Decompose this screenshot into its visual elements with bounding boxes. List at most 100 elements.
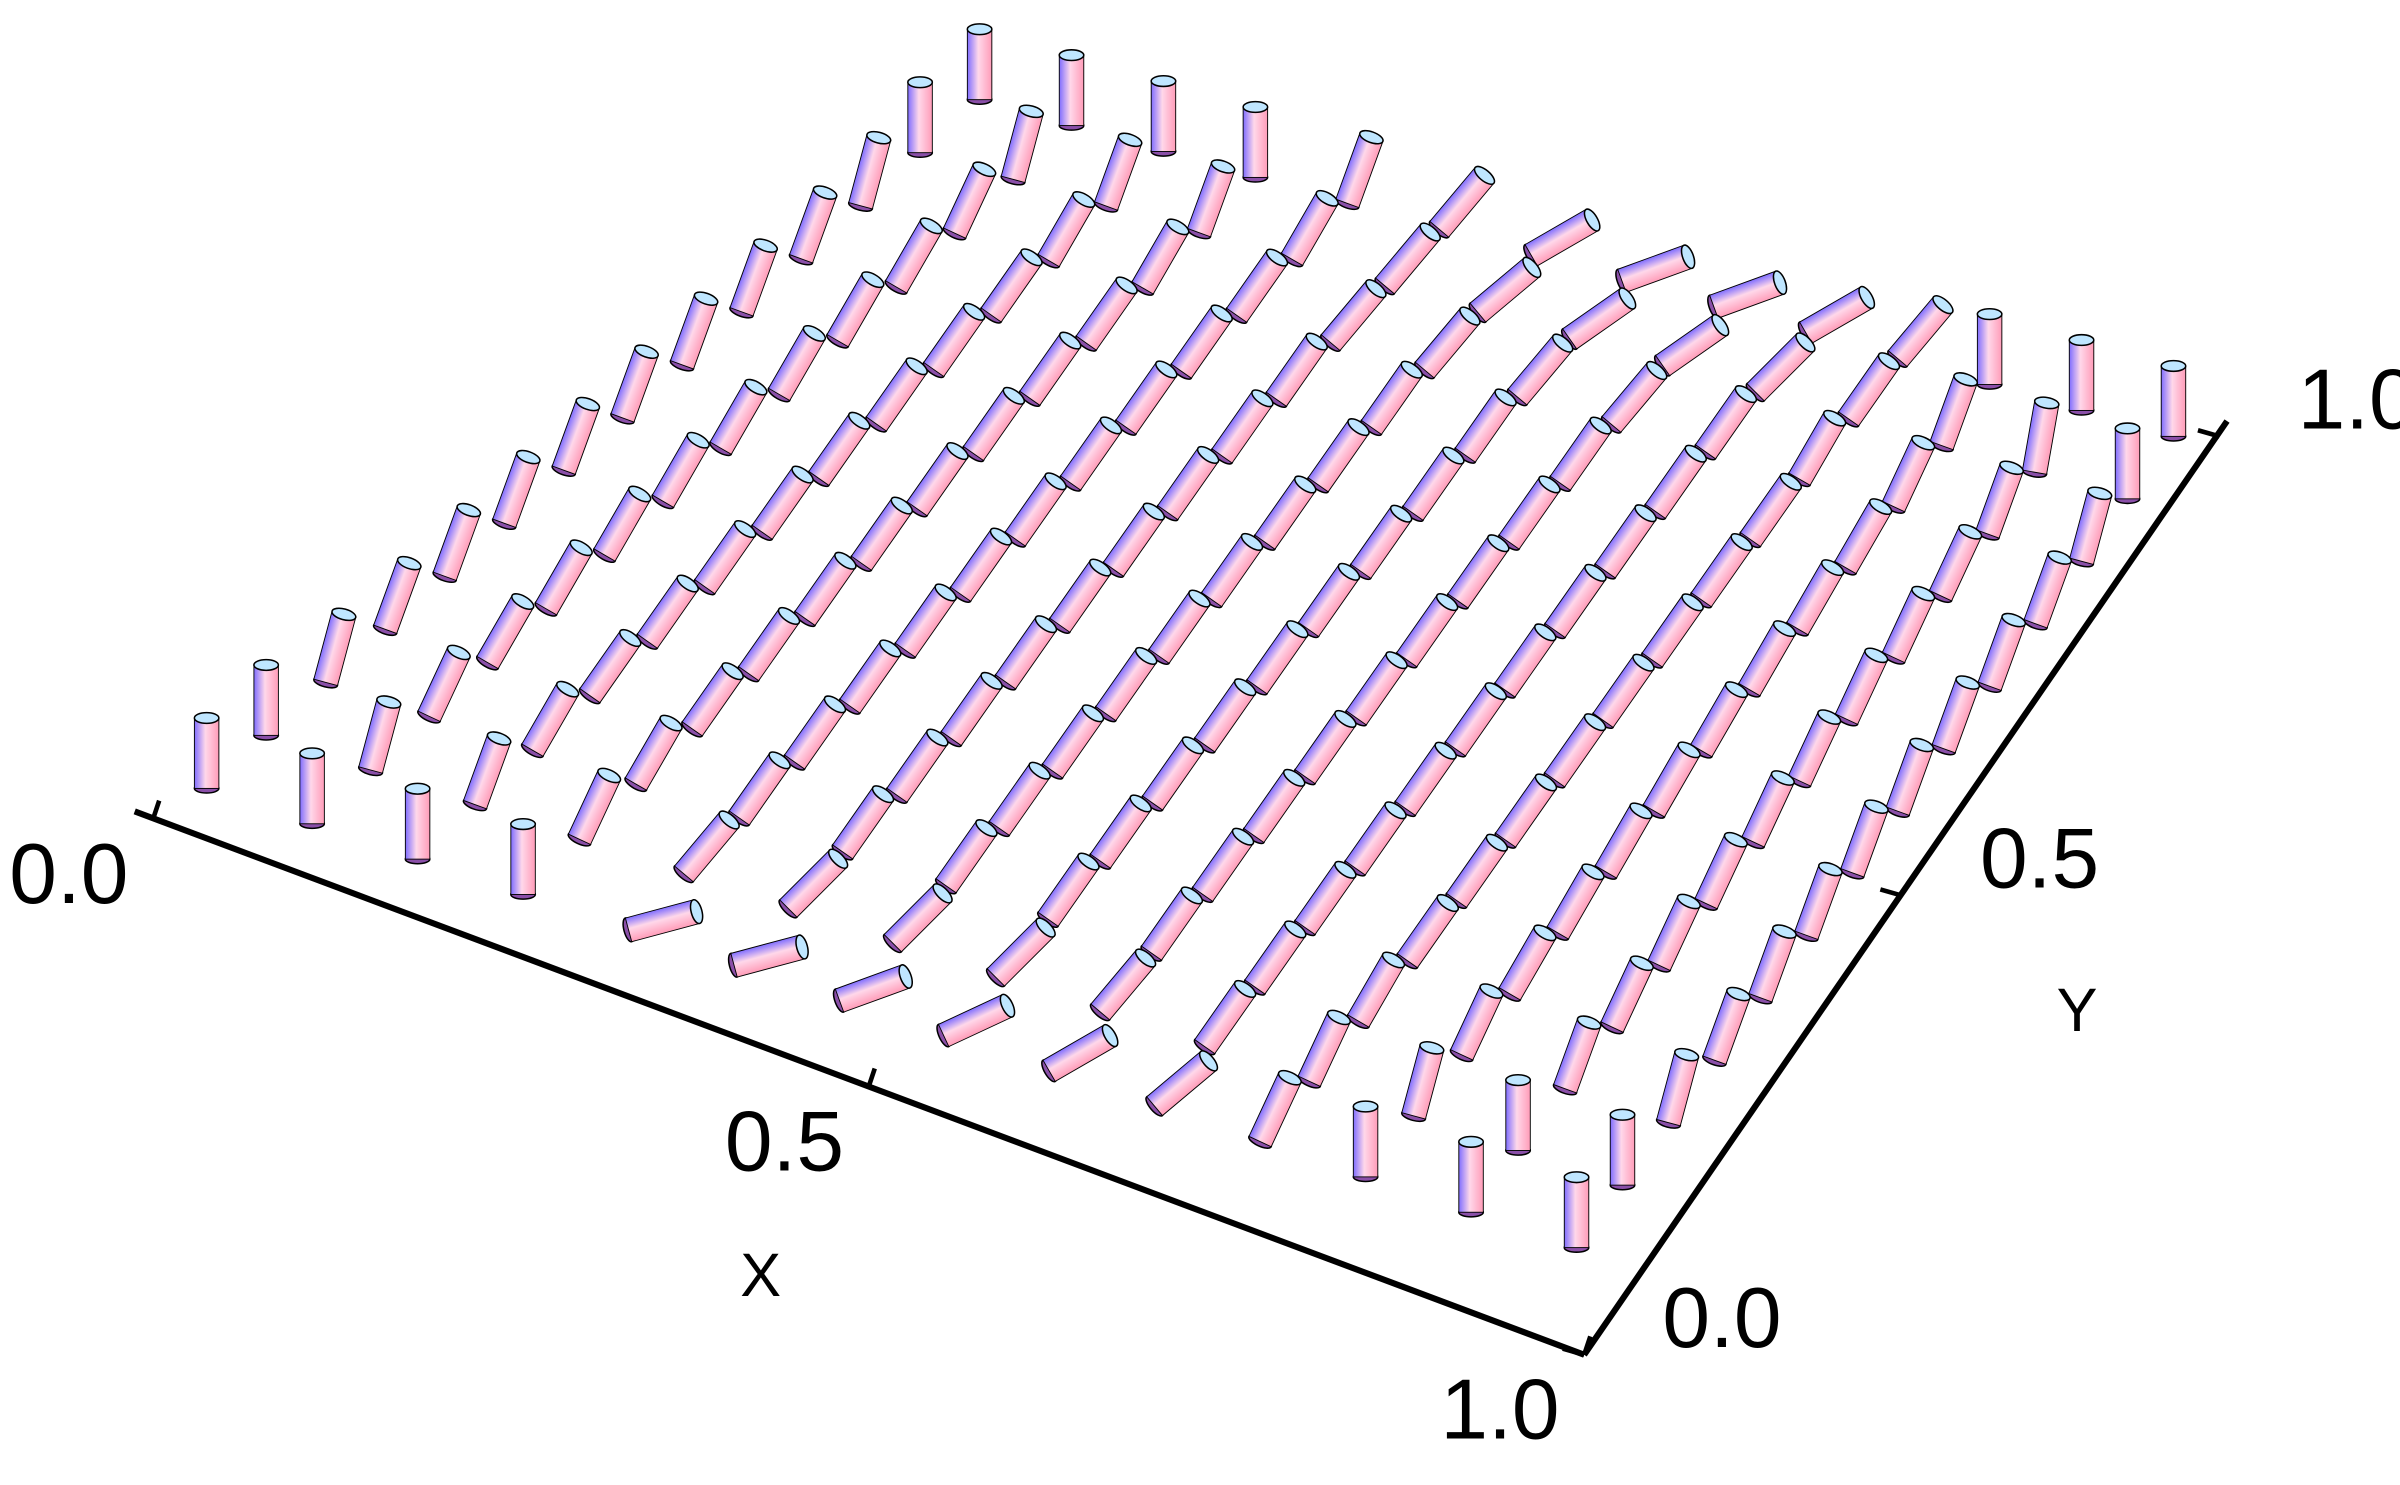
cylinder-cap [1088, 558, 1112, 577]
cylinder [1785, 559, 1845, 637]
cylinder [807, 411, 871, 488]
cylinder [1837, 352, 1901, 428]
cylinder [1655, 1047, 1700, 1129]
cylinder-cap [1505, 1073, 1532, 1087]
cylinder [1560, 287, 1637, 351]
cylinder [988, 761, 1051, 838]
cylinder [1739, 472, 1803, 549]
cylinder-cap [1018, 104, 1044, 119]
cylinder-cap [1400, 360, 1424, 379]
cylinder [922, 302, 986, 379]
cylinder-cap [1142, 502, 1166, 521]
cylinder-cap [1584, 563, 1607, 582]
cylinder [1036, 191, 1096, 269]
cylinder-cap [1583, 713, 1607, 732]
cylinder [1242, 100, 1269, 183]
cylinder [1048, 558, 1112, 634]
cylinder-cap [879, 639, 902, 658]
cylinder-cap [1101, 1023, 1119, 1048]
cylinder-cap [1129, 794, 1152, 813]
cylinder-cap [1044, 472, 1067, 491]
cylinder-cap [1684, 444, 1707, 463]
cylinder [962, 386, 1026, 463]
cylinder-body [624, 899, 701, 943]
cylinder [894, 583, 957, 659]
cylinder-body [404, 788, 431, 860]
cylinder [1297, 562, 1361, 639]
cylinder-body [1000, 107, 1044, 184]
cylinder-cap [659, 714, 683, 732]
cylinder [1594, 504, 1657, 580]
cylinder-cap [1770, 770, 1795, 786]
cylinder-cap [1723, 831, 1748, 848]
cylinder-cap [193, 711, 220, 725]
cylinder-cap [847, 411, 871, 430]
cylinder-cap [1458, 1135, 1485, 1148]
cylinder-cap [1674, 1047, 1700, 1062]
cylinder-cap [1034, 615, 1058, 634]
cylinder [1293, 860, 1357, 937]
cylinder-cap [1284, 920, 1307, 939]
cylinder-cap [1240, 532, 1264, 551]
x-tick-label: 0.5 [725, 1094, 844, 1190]
cylinder-cap [1099, 416, 1123, 435]
cylinder-cap [962, 302, 986, 321]
cylinder [1552, 1015, 1602, 1096]
cylinder [610, 344, 659, 425]
cylinder-body [1505, 1079, 1531, 1151]
cylinder-cap [1538, 475, 1561, 494]
cylinder [838, 639, 902, 715]
cylinder [1549, 416, 1612, 492]
cylinder-cap [890, 496, 914, 515]
cylinder [1498, 924, 1557, 1002]
cylinder-cap [1210, 304, 1233, 323]
cylinder [1834, 647, 1889, 727]
cylinder [1297, 1009, 1352, 1089]
cylinder [1243, 920, 1307, 996]
cylinder-cap [718, 810, 740, 830]
cylinder [1114, 360, 1178, 436]
cylinder-body [1563, 1176, 1590, 1249]
cylinder [253, 658, 280, 741]
cylinder-cap [861, 271, 885, 289]
cylinder [1349, 504, 1413, 581]
cylinder [1543, 563, 1607, 640]
cylinder [1428, 165, 1496, 239]
cylinder [404, 782, 431, 865]
cylinder [884, 217, 944, 295]
cylinder [980, 248, 1043, 324]
cylinder [1036, 852, 1100, 928]
cylinder-cap [989, 527, 1013, 546]
cylinder [1396, 893, 1460, 970]
cylinder [1093, 132, 1143, 213]
cylinder [1344, 801, 1407, 877]
cylinder-cap [1909, 737, 1935, 753]
cylinder [1839, 799, 1889, 880]
cylinder-cap [1286, 620, 1309, 639]
cylinder-cap [1772, 270, 1788, 296]
cylinder [693, 519, 757, 596]
cylinder-cap [1347, 418, 1370, 437]
cylinder-body [193, 717, 220, 789]
cylinder-cap [2001, 612, 2027, 628]
cylinder [831, 785, 895, 861]
cylinder-cap [456, 502, 482, 518]
cylinder-cap [446, 644, 471, 661]
cylinder-cap [1645, 360, 1668, 381]
cylinder [551, 396, 601, 477]
cylinder [1225, 248, 1289, 324]
cylinder [2021, 396, 2060, 478]
cylinder [1563, 1171, 1590, 1253]
cylinder-cap [1358, 129, 1384, 145]
cylinder-body [2068, 339, 2095, 411]
cylinder-body [2021, 400, 2060, 475]
cylinder [1253, 475, 1317, 551]
cylinder [1449, 983, 1504, 1063]
cylinder [1702, 986, 1751, 1067]
cylinder [1145, 1050, 1219, 1117]
cylinder-body [966, 28, 993, 101]
cylinder [1885, 737, 1935, 818]
cylinder [1041, 704, 1105, 780]
cylinder-cap [866, 130, 892, 145]
cylinder [1644, 444, 1707, 521]
